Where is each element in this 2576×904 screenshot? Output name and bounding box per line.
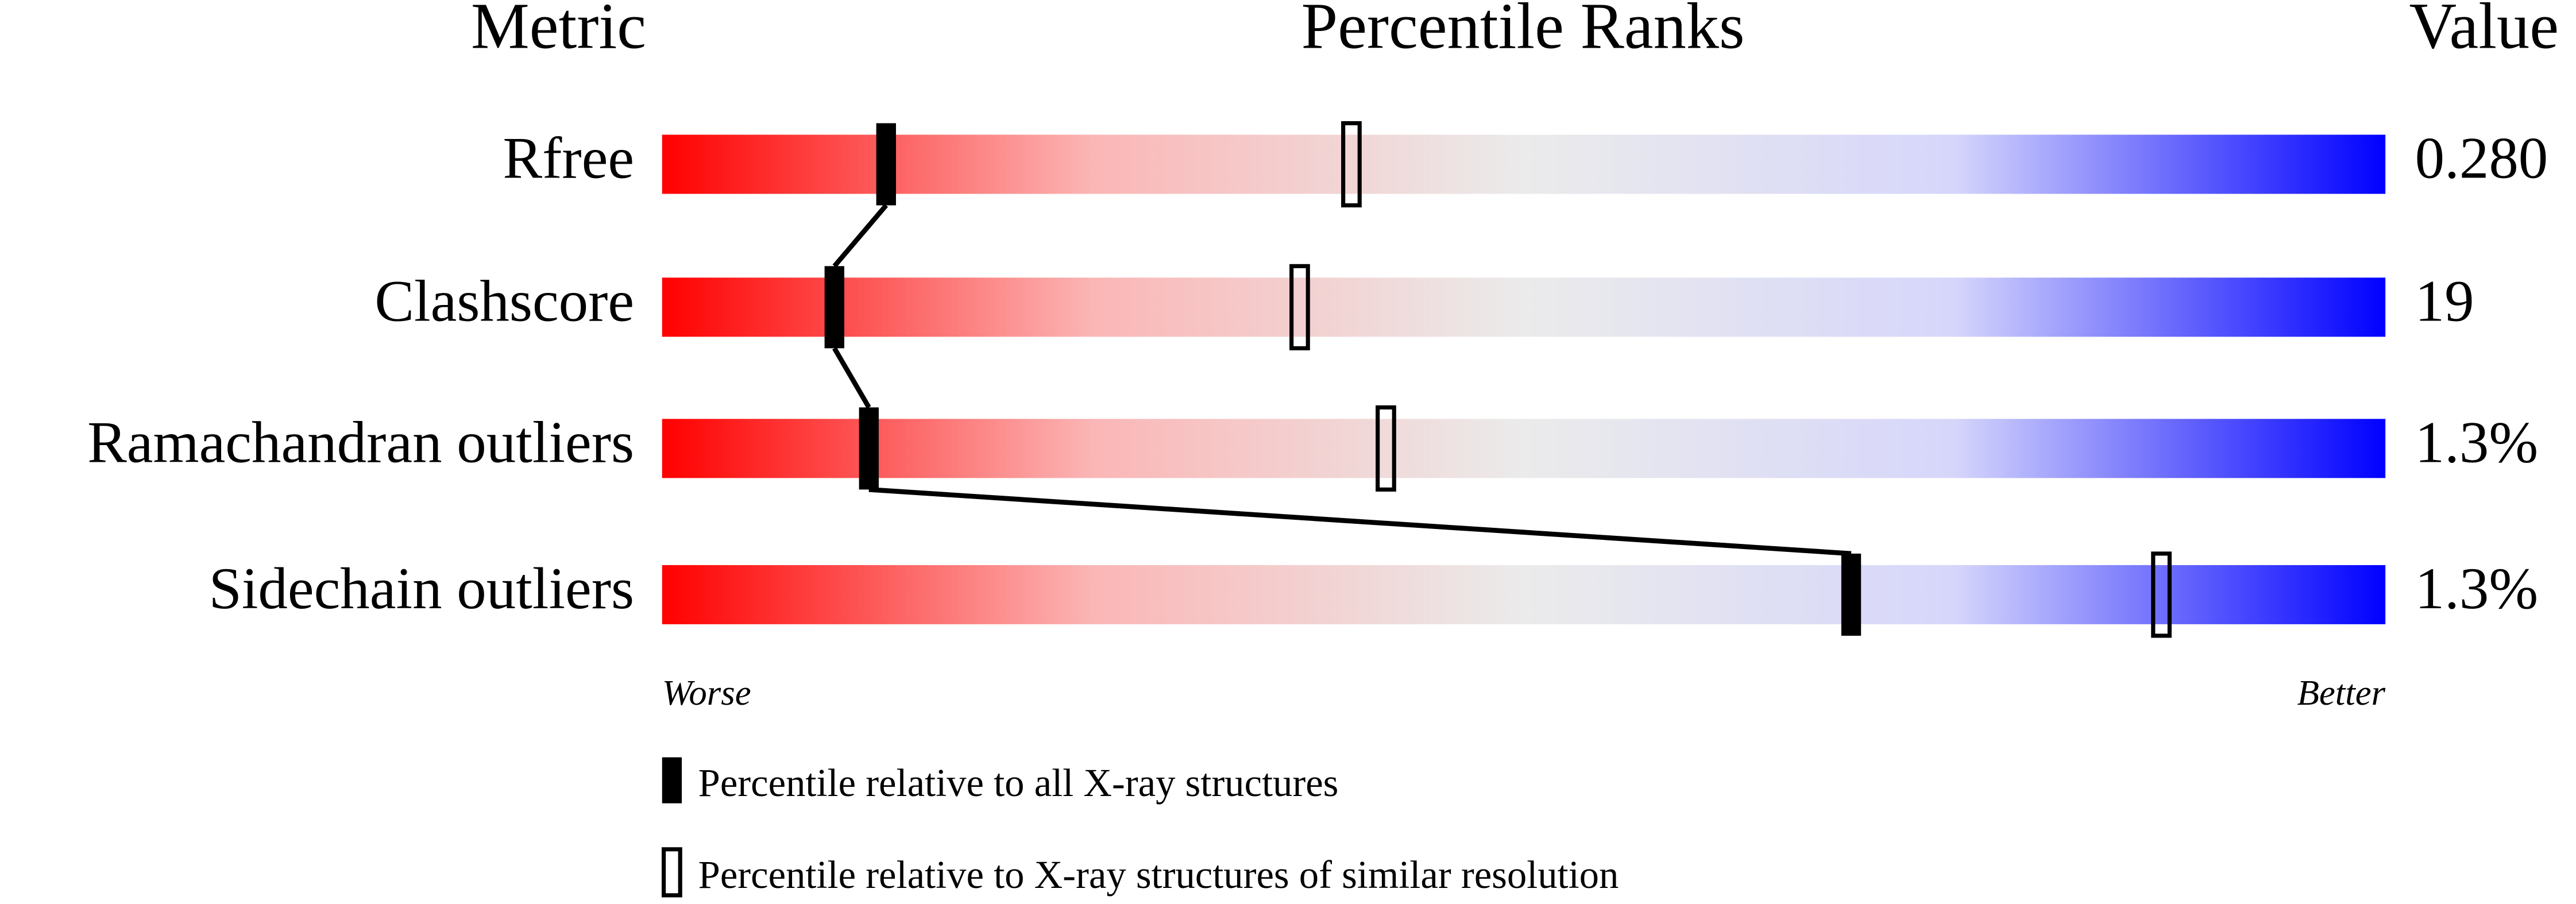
- connector: [832, 203, 889, 268]
- all-marker: [1841, 553, 1861, 636]
- header-value: Value: [2409, 0, 2559, 62]
- all-marker: [859, 407, 879, 490]
- percentile-bar: [662, 277, 2386, 337]
- legend-label: Percentile relative to X-ray structures …: [698, 853, 1619, 897]
- connector: [832, 347, 871, 409]
- metric-label: Sidechain outliers: [209, 556, 635, 621]
- similar-marker: [1341, 121, 1362, 208]
- all-marker: [876, 123, 896, 206]
- similar-marker: [2151, 551, 2172, 638]
- axis-better: Better: [2297, 673, 2385, 713]
- metric-label: Ramachandran outliers: [87, 409, 634, 475]
- percentile-bar: [662, 565, 2386, 624]
- similar-marker: [1376, 405, 1396, 492]
- metric-value: 0.280: [2415, 126, 2548, 191]
- legend-solid: [662, 757, 682, 803]
- axis-worse: Worse: [662, 673, 751, 713]
- metric-value: 19: [2415, 268, 2474, 334]
- similar-marker: [1289, 264, 1310, 350]
- legend-hollow: [662, 847, 682, 898]
- connector: [868, 487, 1852, 557]
- metric-value: 1.3%: [2415, 409, 2538, 475]
- percentile-bar: [662, 419, 2386, 478]
- header-percentile: Percentile Ranks: [1301, 0, 1745, 62]
- all-marker: [824, 266, 844, 349]
- metric-value: 1.3%: [2415, 556, 2538, 621]
- legend-label: Percentile relative to all X-ray structu…: [698, 761, 1339, 805]
- percentile-bar: [662, 134, 2386, 194]
- header-metric: Metric: [471, 0, 646, 62]
- metric-label: Clashscore: [374, 268, 634, 334]
- metric-label: Rfree: [503, 126, 634, 191]
